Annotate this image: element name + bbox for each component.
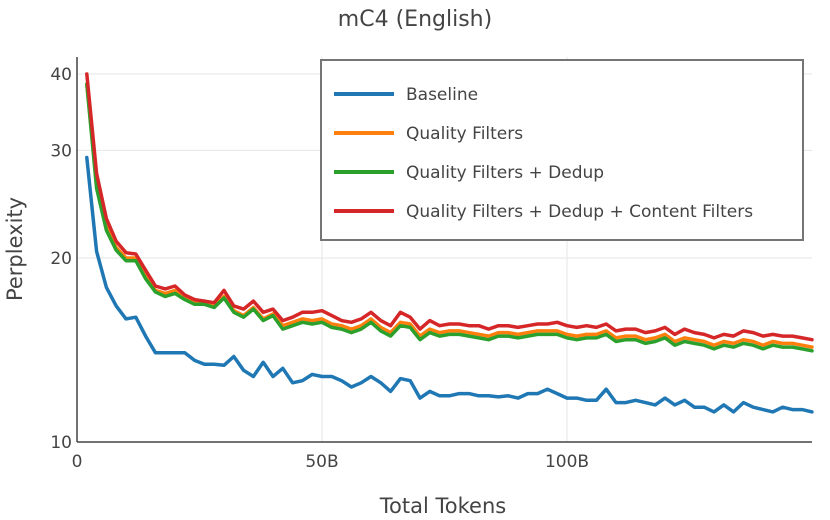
y-axis-title: Perplexity — [3, 197, 27, 301]
y-tick-label: 40 — [50, 65, 72, 85]
legend-label-1: Baseline — [406, 85, 478, 105]
chart-title: mC4 (English) — [338, 7, 492, 32]
x-tick-label: 50B — [305, 452, 338, 472]
y-tick-label: 10 — [50, 433, 72, 453]
axes — [76, 57, 812, 443]
legend-label-4: Quality Filters + Dedup + Content Filter… — [406, 202, 753, 222]
x-axis-title: Total Tokens — [379, 494, 506, 518]
series-line-4 — [85, 72, 814, 342]
y-tick-label: 30 — [50, 141, 72, 161]
series-line-3 — [85, 82, 814, 353]
x-tick-label: 0 — [72, 452, 83, 472]
legend: Baseline Quality Filters Quality Filters +… — [320, 59, 804, 241]
x-tick-label: 100B — [545, 452, 589, 472]
series-lines — [85, 72, 814, 414]
series-line-1 — [85, 155, 814, 414]
legend-label-3: Quality Filters + Dedup — [406, 163, 604, 183]
tick-labels: 10 20 30 40 0 50B 100B — [50, 65, 589, 472]
legend-label-2: Quality Filters — [406, 124, 523, 144]
y-tick-label: 20 — [50, 249, 72, 269]
legend-box — [320, 59, 804, 241]
